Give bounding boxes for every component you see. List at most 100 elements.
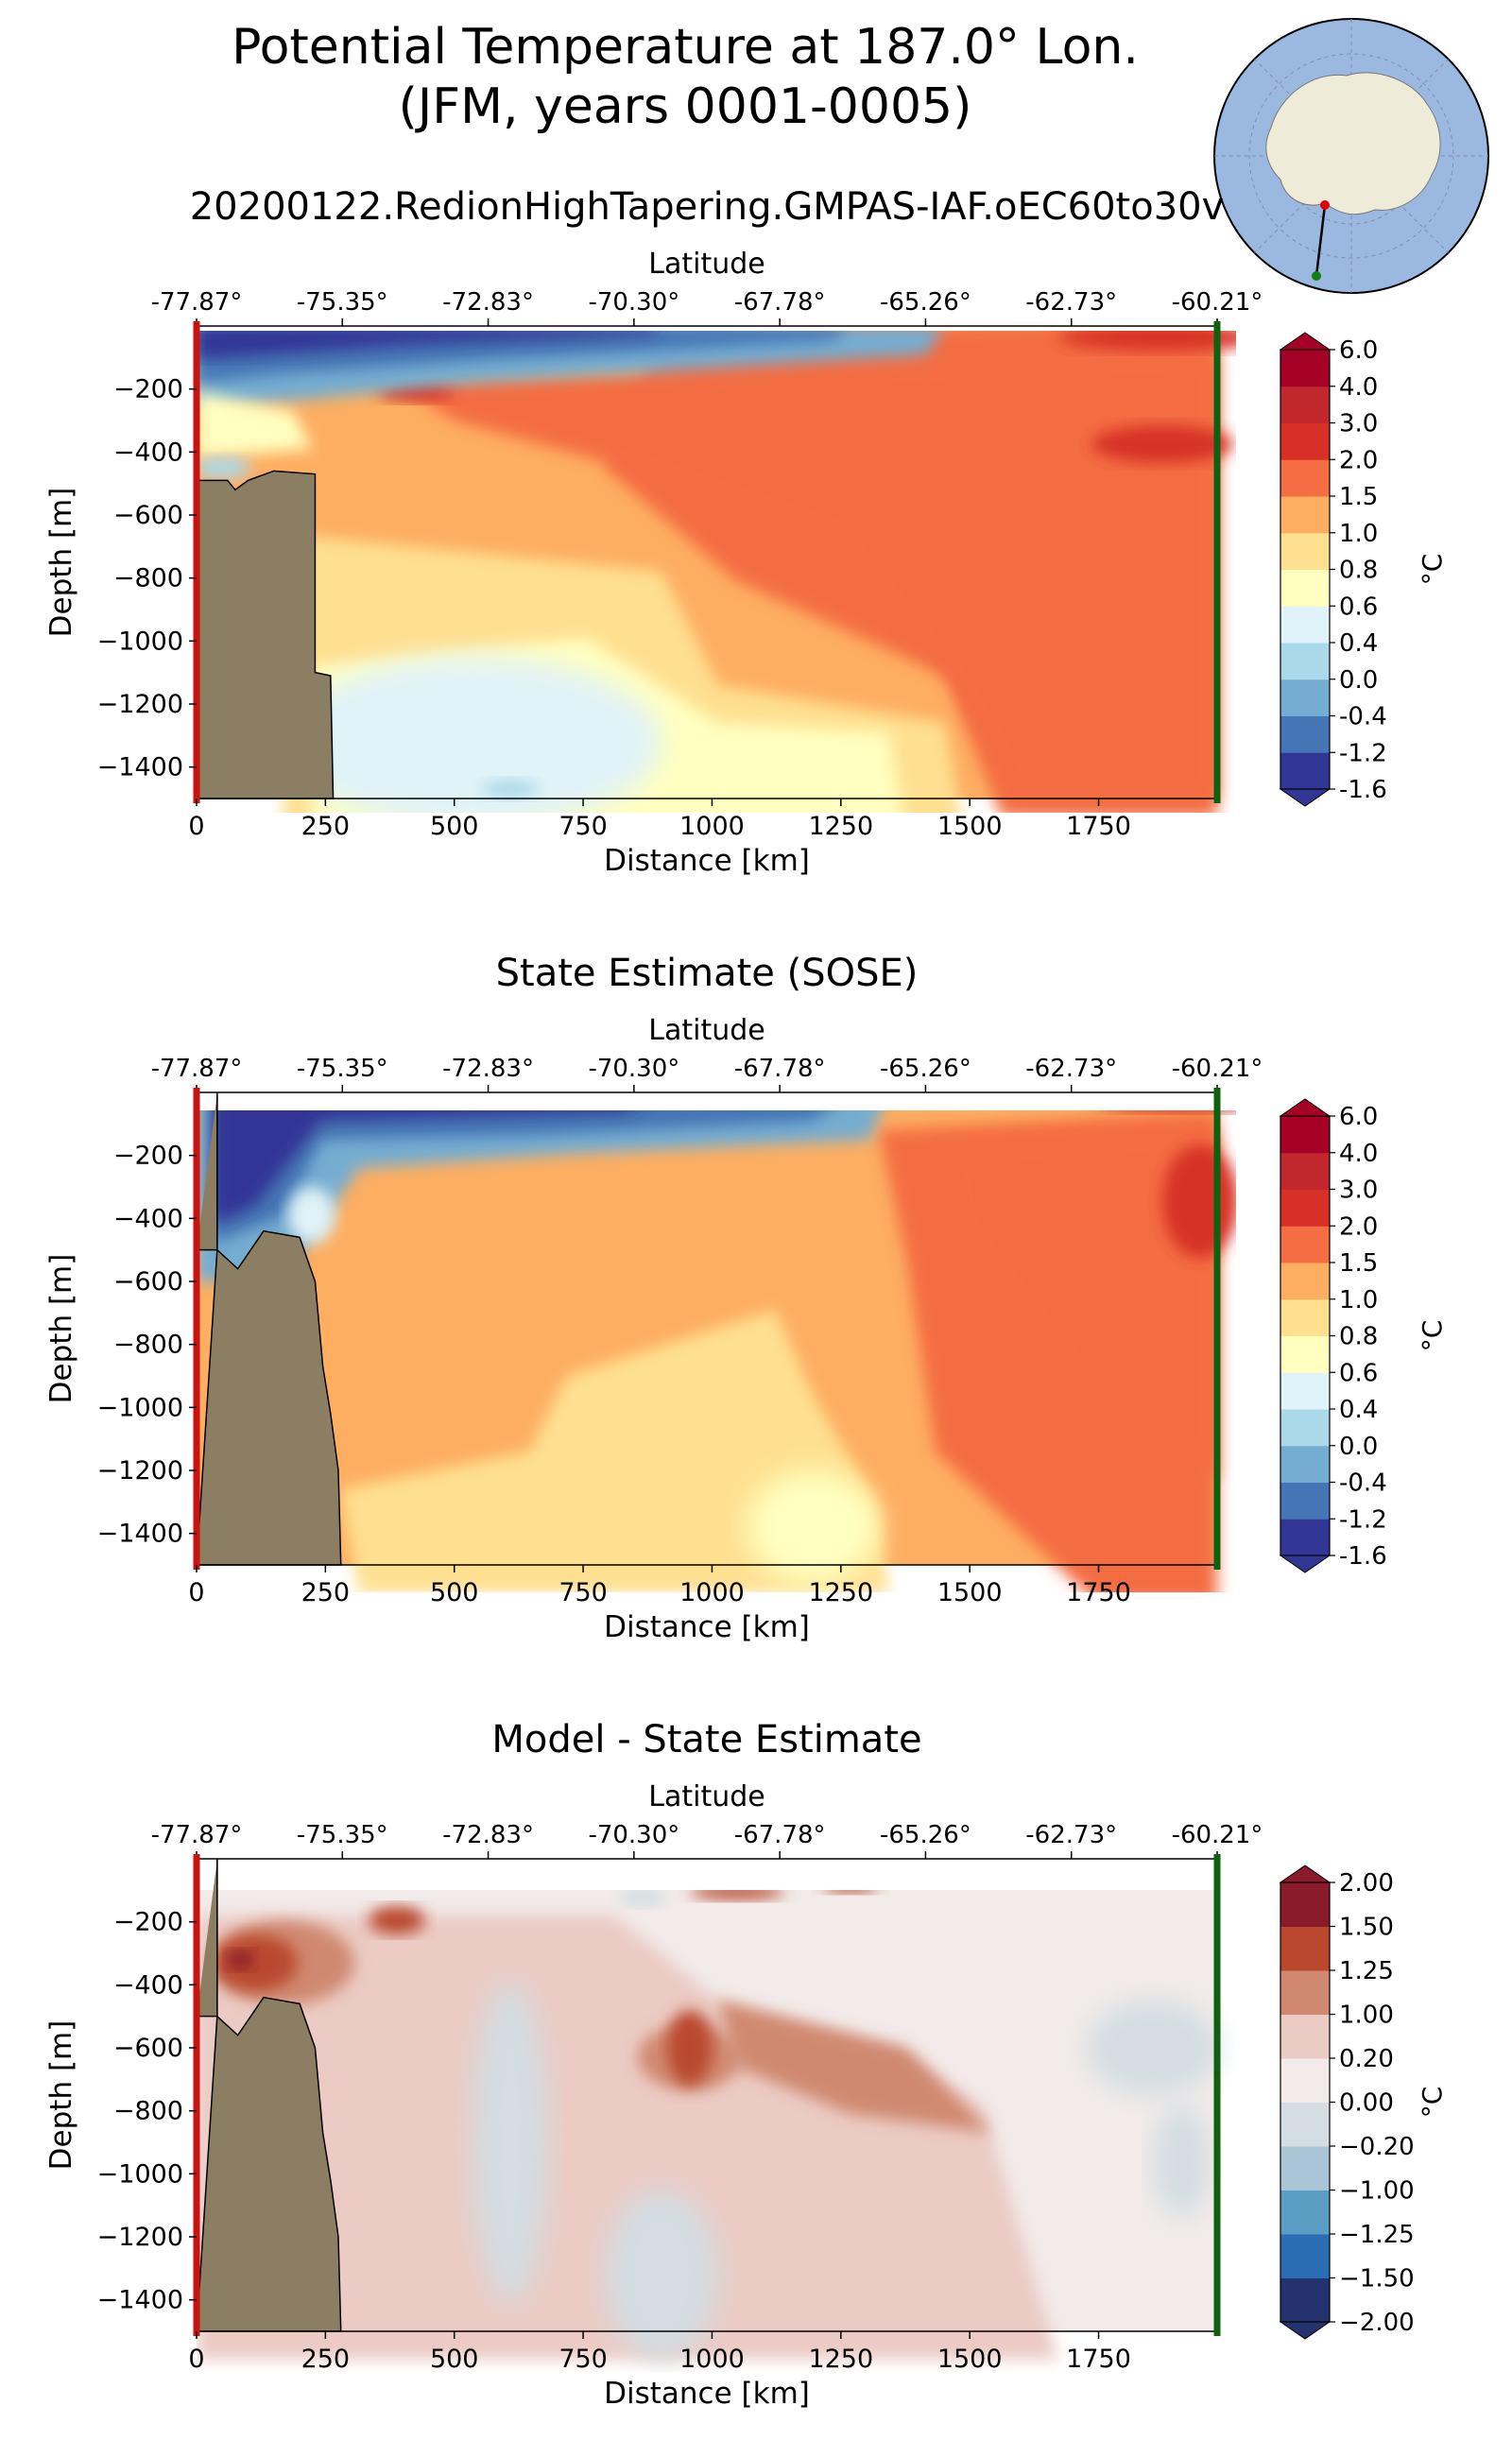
latitude-tick-label: -67.78°	[734, 1821, 826, 1849]
panel-3-contour-field	[197, 1890, 1219, 2360]
colorbar-tick-label: 1.25	[1339, 1957, 1394, 1985]
y-tick-label: −1000	[97, 627, 183, 656]
x-tick-label: 1250	[808, 2345, 873, 2374]
colorbar-tick-label: 0.8	[1339, 1323, 1378, 1351]
colorbar-segment	[1280, 1152, 1330, 1190]
transect-start-dot	[1320, 200, 1330, 210]
y-tick-label: −1200	[97, 1456, 183, 1486]
colorbar-extend-max	[1279, 332, 1332, 351]
x-tick-label: 1750	[1066, 1578, 1131, 1607]
x-tick-label: 250	[301, 1578, 351, 1607]
transect-end-dot	[1312, 271, 1321, 281]
colorbar-extend-max	[1279, 1864, 1332, 1883]
x-tick-label: 1000	[679, 2345, 745, 2374]
colorbar-tick-label: 1.5	[1339, 483, 1378, 511]
contour-region	[288, 1187, 335, 1244]
colorbar-tick-label: 0.00	[1339, 2089, 1394, 2118]
colorbar-tick-label: 0.0	[1339, 666, 1378, 695]
panel-3-title: Model - State Estimate	[491, 1718, 921, 1761]
colorbar-segment	[1280, 752, 1330, 790]
latitude-tick-label: -70.30°	[588, 288, 679, 317]
colorbar-extend-min	[1279, 788, 1332, 807]
latitude-tick-label: -77.87°	[151, 288, 243, 317]
colorbar-tick-label: 0.8	[1339, 557, 1378, 585]
colorbar-tick-label: 1.0	[1339, 1286, 1378, 1314]
colorbar-segment	[1280, 1298, 1330, 1336]
latitude-tick-label: -75.35°	[297, 288, 388, 317]
antarctica-landmass	[1265, 72, 1441, 215]
x-tick-label: 250	[301, 2345, 351, 2374]
latitude-tick-label: -72.83°	[442, 1821, 534, 1849]
colorbar-tick-label: 0.6	[1339, 593, 1378, 621]
contour-region	[1087, 2001, 1219, 2095]
colorbar-tick-label: −1.00	[1339, 2177, 1415, 2206]
figure-title-line2: (JFM, years 0001-0005)	[399, 78, 972, 135]
latitude-tick-label: -65.26°	[880, 288, 971, 317]
y-tick-label: −200	[113, 1908, 183, 1937]
colorbar-segment	[1280, 1226, 1330, 1263]
antarctica-transect-map	[1213, 18, 1489, 294]
latitude-tick-label: -62.73°	[1025, 288, 1117, 317]
colorbar-segment	[1280, 1116, 1330, 1154]
y-tick-label: −600	[113, 501, 183, 530]
x-tick-label: 750	[558, 2345, 608, 2374]
colorbar-segment	[1280, 2014, 1330, 2059]
colorbar-tick-label: 1.50	[1339, 1914, 1394, 1942]
contour-region	[228, 1950, 254, 1969]
colorbar-segment	[1280, 2102, 1330, 2147]
contour-region	[1162, 1144, 1236, 1258]
colorbar-tick-label: −1.50	[1339, 2265, 1415, 2294]
colorbar-segment	[1280, 2277, 1330, 2323]
y-tick-label: −1400	[97, 753, 183, 782]
latitude-tick-label: -65.26°	[880, 1055, 971, 1083]
latitude-tick-label: -77.87°	[151, 1821, 243, 1849]
colorbar-segment	[1280, 679, 1330, 716]
x-tick-label: 500	[430, 1578, 479, 1607]
y-tick-label: −800	[113, 564, 183, 593]
colorbar-tick-label: 2.0	[1339, 446, 1378, 474]
x-tick-label: 750	[558, 812, 608, 841]
latitude-tick-label: -60.21°	[1172, 288, 1263, 317]
y-tick-label: −400	[113, 438, 183, 467]
colorbar-segment	[1280, 1189, 1330, 1227]
colorbar-segment	[1280, 459, 1330, 497]
panel-3-x-axis-label: Distance [km]	[604, 2377, 810, 2411]
contour-region	[397, 354, 1217, 799]
colorbar-segment	[1280, 2058, 1330, 2103]
latitude-tick-label: -60.21°	[1172, 1821, 1263, 1849]
x-tick-label: 500	[430, 812, 479, 841]
latitude-tick-label: -62.73°	[1025, 1055, 1117, 1083]
panel-1-x-axis-label: Distance [km]	[604, 844, 810, 878]
y-tick-label: −800	[113, 1331, 183, 1360]
colorbar-segment	[1280, 1482, 1330, 1520]
colorbar-tick-label: 4.0	[1339, 373, 1378, 402]
colorbar-extend-max	[1279, 1098, 1332, 1117]
colorbar-segment	[1280, 715, 1330, 753]
colorbar-segment	[1280, 606, 1330, 644]
y-tick-label: −600	[113, 2034, 183, 2063]
colorbar-tick-label: 6.0	[1339, 336, 1378, 365]
panel-2-title: State Estimate (SOSE)	[496, 952, 919, 995]
panel-1-colorbar: -1.6 -1.2 -0.4 0.0 0.4 0.6 0.8 1.0 1.5 2.0 3.0 4.0 6…	[1279, 332, 1448, 807]
contour-region	[213, 1110, 626, 1225]
latitude-tick-label: -65.26°	[880, 1821, 971, 1849]
contour-region	[945, 1130, 1217, 1480]
latitude-tick-label: -77.87°	[151, 1055, 243, 1083]
x-tick-label: 0	[188, 1578, 204, 1607]
colorbar-tick-label: 1.0	[1339, 520, 1378, 548]
panel-2: State Estimate (SOSE) Latitude -77.87° -75.…	[44, 952, 1448, 1644]
panel-1-latitude-label: Latitude	[648, 248, 765, 281]
contour-region	[605, 2190, 718, 2360]
x-tick-label: 500	[430, 2345, 479, 2374]
colorbar-tick-label: 1.5	[1339, 1249, 1378, 1278]
contour-region	[197, 392, 312, 458]
latitude-tick-label: -67.78°	[734, 1055, 826, 1083]
colorbar-segment	[1280, 1335, 1330, 1373]
x-tick-label: 1500	[937, 1578, 1003, 1607]
colorbar-unit-label: °C	[1417, 554, 1448, 586]
contour-region	[718, 2001, 992, 2133]
x-tick-label: 0	[188, 2345, 204, 2374]
contour-region	[482, 780, 539, 799]
panel-3-latitude-label: Latitude	[648, 1780, 765, 1813]
panel-1-bathymetry	[196, 470, 335, 799]
